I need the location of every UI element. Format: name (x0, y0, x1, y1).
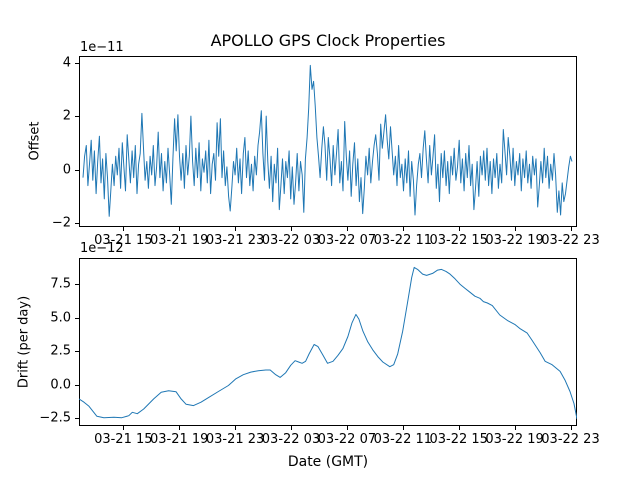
y-tick-mark (75, 62, 79, 64)
x-tick-mark (458, 227, 460, 231)
x-tick-label: 03-21 15 (94, 233, 153, 248)
x-tick-label: 03-22 11 (373, 432, 433, 447)
chart-title: APOLLO GPS Clock Properties (210, 31, 446, 50)
x-tick-label: 03-22 15 (429, 432, 488, 447)
x-tick-label: 03-21 23 (205, 432, 265, 447)
x-tick-label: 03-22 19 (485, 432, 544, 447)
y-tick-label: 4 (62, 55, 71, 71)
x-tick-mark (570, 426, 572, 430)
y-tick-mark (75, 384, 79, 386)
offset-axis-label: Offset (27, 121, 43, 161)
drift-plot-axes (79, 258, 577, 426)
x-tick-mark (346, 426, 348, 430)
x-tick-label: 03-22 03 (261, 432, 321, 447)
x-tick-mark (402, 227, 404, 231)
x-tick-label: 03-22 03 (261, 233, 321, 248)
y-tick-mark (75, 351, 79, 353)
y-tick-label: 0.0 (50, 377, 71, 393)
x-tick-mark (235, 426, 237, 430)
x-tick-mark (402, 426, 404, 430)
offset-scale-label-top: 1e−11 (80, 40, 124, 55)
x-tick-mark (346, 227, 348, 231)
x-tick-label: 03-21 23 (205, 233, 265, 248)
x-tick-mark (514, 227, 516, 231)
x-tick-mark (458, 426, 460, 430)
x-tick-mark (291, 426, 292, 430)
x-tick-mark (235, 227, 237, 231)
x-tick-label: 03-22 23 (541, 233, 600, 248)
x-tick-label: 03-22 07 (317, 233, 377, 248)
y-tick-label: 5.0 (50, 310, 71, 326)
x-axis-label: Date (GMT) (287, 454, 369, 470)
x-tick-mark (514, 426, 516, 430)
x-tick-label: 03-22 07 (317, 432, 377, 447)
y-tick-label: −2 (51, 215, 71, 231)
offset-plot-axes (79, 56, 577, 227)
x-tick-mark (123, 227, 125, 231)
x-tick-mark (179, 227, 181, 231)
y-tick-mark (75, 223, 79, 224)
y-tick-label: −2.5 (39, 410, 71, 426)
x-tick-mark (179, 426, 181, 430)
x-tick-mark (291, 227, 292, 231)
offset-scale-label-bottom: 1e−12 (80, 241, 124, 256)
y-tick-mark (75, 116, 79, 118)
x-tick-label: 03-22 15 (429, 233, 488, 248)
x-tick-mark (123, 426, 125, 430)
plot-border (79, 258, 577, 426)
x-tick-label: 03-22 11 (373, 233, 433, 248)
y-tick-label: 0 (62, 162, 71, 178)
plot-border (79, 56, 577, 227)
y-tick-label: 2 (62, 108, 71, 124)
x-tick-label: 03-22 23 (541, 432, 600, 447)
drift-axis-label: Drift (per day) (16, 295, 32, 389)
y-tick-mark (75, 169, 79, 171)
y-tick-label: 2.5 (50, 343, 71, 359)
y-tick-mark (75, 418, 79, 420)
x-tick-mark (570, 227, 572, 231)
x-tick-label: 03-21 19 (149, 432, 209, 447)
x-tick-label: 03-21 19 (149, 233, 209, 248)
y-tick-mark (75, 284, 79, 286)
offset-series-line (82, 64, 573, 217)
drift-series-line (79, 266, 577, 420)
x-tick-label: 03-21 15 (94, 432, 153, 447)
y-tick-label: 7.5 (50, 276, 71, 292)
x-tick-label: 03-22 19 (485, 233, 544, 248)
y-tick-mark (75, 317, 79, 319)
